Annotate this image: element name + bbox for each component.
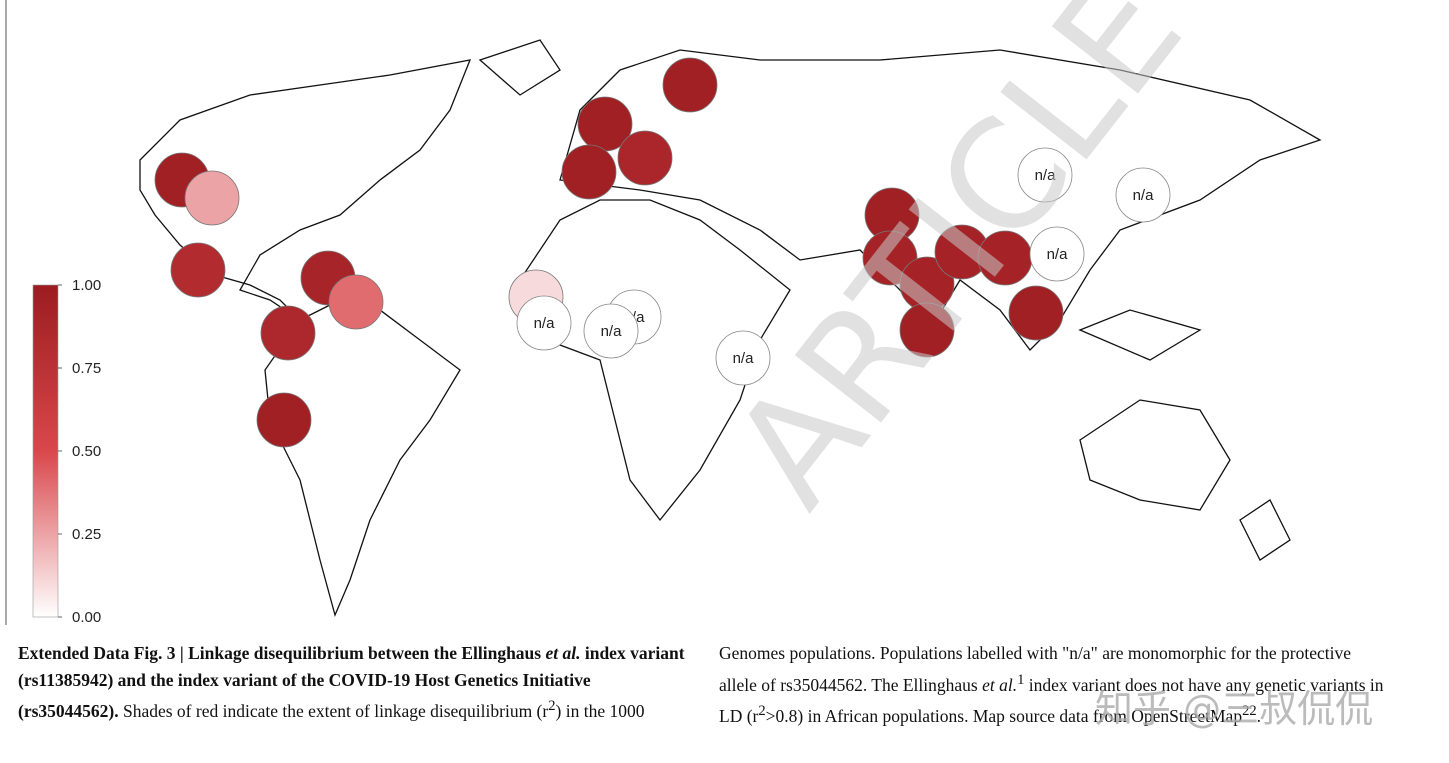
population-circle [170,242,226,298]
population-circle [1008,285,1064,341]
caption: Extended Data Fig. 3 | Linkage disequili… [18,640,1390,729]
population-circle [977,230,1033,286]
caption-title: Linkage disequilibrium between the Ellin… [188,643,546,663]
colorbar-tick-label: 0.00 [72,609,101,626]
population-circle [516,295,572,351]
population-circle [184,170,240,226]
caption-body: 2 [758,702,766,719]
population-circle [561,144,617,200]
population-label: n/a [534,315,556,332]
colorbar [32,284,59,618]
map: 1.000.750.500.250.00n/an/an/an/an/an/an/… [5,0,1322,626]
coastlines [139,39,1322,617]
caption-body: >0.8) in African populations. Map source… [765,705,1243,726]
population-circle [260,305,316,361]
population-label: n/a [733,350,755,367]
caption-title: et al. [545,643,581,663]
population-circle [715,330,771,386]
population-label: n/a [1035,167,1057,184]
population-circle [328,274,384,330]
population-label: n/a [601,323,623,340]
population-circle [662,57,718,113]
caption-body: ) in the 1000 Genomes populations. Popul… [555,643,1351,721]
population-circle [1115,167,1171,223]
caption-separator: | [179,643,184,663]
caption-body: 2 [548,698,556,714]
caption-body: index variant does not have any genetic … [719,674,1384,726]
caption-body: 1 [1017,671,1025,688]
population-circle [1029,226,1085,282]
colorbar-tick-label: 0.50 [72,443,101,460]
caption-label: Extended Data Fig. 3 [18,643,176,663]
population-circle [256,392,312,448]
population-circle [899,302,955,358]
colorbar-tick-label: 0.25 [72,526,101,543]
caption-body: Shades of red indicate the extent of lin… [118,700,549,721]
population-circle [1017,147,1073,203]
caption-body: 22 [1242,702,1257,719]
population-circle [617,130,673,186]
caption-body: . [1256,705,1262,726]
population-label: n/a [1133,187,1155,204]
colorbar-tick-label: 1.00 [72,277,101,294]
watermark: 知乎 @三叔侃侃 [1095,687,1374,731]
caption-body: et al. [982,674,1018,695]
population-circle [583,303,639,359]
colorbar-tick-label: 0.75 [72,360,101,377]
caption-title: index variant (rs11385942) and the index… [18,643,685,721]
population-label: n/a [1047,246,1069,263]
